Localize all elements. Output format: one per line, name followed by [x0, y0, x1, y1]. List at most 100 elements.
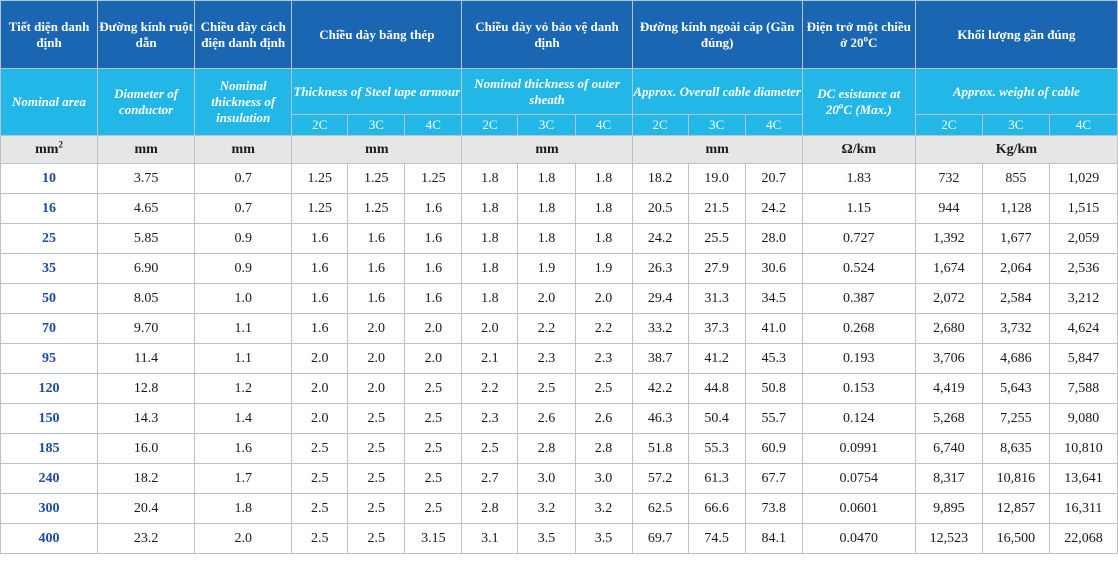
cell-conductor: 23.2 [97, 523, 196, 554]
core-label: 4C [744, 114, 803, 136]
cell-weight: 9,895 [914, 493, 983, 524]
cell-overall: 46.3 [631, 403, 689, 434]
cell-armour: 2.5 [404, 493, 463, 524]
cell-sheath: 1.8 [517, 223, 576, 254]
cell-sheath: 2.2 [574, 313, 633, 344]
cell-armour: 1.25 [291, 163, 349, 194]
cell-weight: 1,029 [1048, 163, 1118, 194]
cell-resistance: 0.0754 [801, 463, 916, 494]
cell-sheath: 2.0 [574, 283, 633, 314]
cell-armour: 1.25 [347, 163, 406, 194]
cell-insulation: 2.0 [194, 523, 293, 554]
cell-conductor: 14.3 [97, 403, 196, 434]
cell-weight: 7,588 [1048, 373, 1118, 404]
cell-armour: 2.5 [291, 523, 349, 554]
cell-sheath: 2.3 [517, 343, 576, 374]
unit-area: mm2 [0, 135, 99, 164]
cell-insulation: 1.6 [194, 433, 293, 464]
cell-armour: 2.5 [347, 493, 406, 524]
header-vn-insulation: Chiều dày cách điện danh định [194, 0, 293, 69]
cell-overall: 21.5 [687, 193, 746, 224]
cell-sheath: 2.0 [461, 313, 519, 344]
unit-conductor: mm [97, 135, 196, 164]
cell-overall: 55.7 [744, 403, 803, 434]
cell-weight: 3,212 [1048, 283, 1118, 314]
unit-weight: Kg/km [914, 135, 1118, 164]
cell-conductor: 12.8 [97, 373, 196, 404]
cell-insulation: 1.0 [194, 283, 293, 314]
cell-armour: 2.0 [404, 343, 463, 374]
table-row: 16 4.65 0.7 1.25 1.25 1.6 1.8 1.8 1.8 20… [0, 193, 1118, 224]
cell-overall: 38.7 [631, 343, 689, 374]
header-vn-sheath: Chiều dày vỏ bảo vệ danh định [461, 0, 633, 69]
cell-sheath: 1.9 [517, 253, 576, 284]
cell-sheath: 2.7 [461, 463, 519, 494]
cell-resistance: 0.387 [801, 283, 916, 314]
cell-weight: 4,419 [914, 373, 983, 404]
cell-weight: 4,624 [1048, 313, 1118, 344]
table-body: 10 3.75 0.7 1.25 1.25 1.25 1.8 1.8 1.8 1… [0, 163, 1118, 554]
cell-armour: 1.6 [291, 283, 349, 314]
table-row: 10 3.75 0.7 1.25 1.25 1.25 1.8 1.8 1.8 1… [0, 163, 1118, 194]
cell-overall: 50.8 [744, 373, 803, 404]
table-row: 95 11.4 1.1 2.0 2.0 2.0 2.1 2.3 2.3 38.7… [0, 343, 1118, 374]
cell-resistance: 0.153 [801, 373, 916, 404]
cell-area: 120 [0, 373, 99, 404]
cell-weight: 1,677 [981, 223, 1050, 254]
core-label: 2C [291, 114, 349, 136]
cell-overall: 51.8 [631, 433, 689, 464]
table-row: 240 18.2 1.7 2.5 2.5 2.5 2.7 3.0 3.0 57.… [0, 463, 1118, 494]
cell-overall: 74.5 [687, 523, 746, 554]
cell-armour: 2.0 [291, 403, 349, 434]
cell-weight: 7,255 [981, 403, 1050, 434]
header-vn-area: Tiết diện danh định [0, 0, 99, 69]
cell-sheath: 1.8 [574, 193, 633, 224]
cell-sheath: 2.6 [574, 403, 633, 434]
cell-armour: 2.0 [291, 373, 349, 404]
cell-overall: 45.3 [744, 343, 803, 374]
unit-armour: mm [291, 135, 463, 164]
cell-sheath: 2.2 [461, 373, 519, 404]
cell-overall: 62.5 [631, 493, 689, 524]
core-label: 2C [461, 114, 519, 136]
cell-armour: 2.5 [404, 463, 463, 494]
cell-weight: 1,392 [914, 223, 983, 254]
cell-overall: 41.0 [744, 313, 803, 344]
unit-overall: mm [631, 135, 803, 164]
table-row: 25 5.85 0.9 1.6 1.6 1.6 1.8 1.8 1.8 24.2… [0, 223, 1118, 254]
cell-armour: 2.5 [347, 403, 406, 434]
unit-sheath: mm [461, 135, 633, 164]
cell-sheath: 1.8 [461, 163, 519, 194]
header-vn-armour: Chiều dày băng thép [291, 0, 463, 69]
cell-area: 400 [0, 523, 99, 554]
cell-overall: 66.6 [687, 493, 746, 524]
cell-armour: 1.25 [347, 193, 406, 224]
cell-insulation: 1.1 [194, 343, 293, 374]
cell-sheath: 2.1 [461, 343, 519, 374]
cell-resistance: 0.193 [801, 343, 916, 374]
cell-resistance: 1.15 [801, 193, 916, 224]
cell-sheath: 3.0 [517, 463, 576, 494]
unit-insulation: mm [194, 135, 293, 164]
cell-area: 10 [0, 163, 99, 194]
table-row: 150 14.3 1.4 2.0 2.5 2.5 2.3 2.6 2.6 46.… [0, 403, 1118, 434]
cell-armour: 2.5 [291, 433, 349, 464]
cell-weight: 8,317 [914, 463, 983, 494]
cell-resistance: 0.0601 [801, 493, 916, 524]
cell-weight: 944 [914, 193, 983, 224]
cell-resistance: 0.0470 [801, 523, 916, 554]
cell-armour: 1.6 [404, 193, 463, 224]
cell-armour: 2.5 [404, 403, 463, 434]
cell-armour: 1.6 [404, 283, 463, 314]
cell-overall: 29.4 [631, 283, 689, 314]
cell-weight: 9,080 [1048, 403, 1118, 434]
core-label: 3C [981, 114, 1050, 136]
cell-armour: 2.5 [291, 463, 349, 494]
cell-armour: 1.6 [291, 313, 349, 344]
header-en-resistance-suffix: C (Max.) [843, 102, 892, 117]
cell-area: 70 [0, 313, 99, 344]
cell-weight: 3,732 [981, 313, 1050, 344]
cell-weight: 5,643 [981, 373, 1050, 404]
cell-overall: 31.3 [687, 283, 746, 314]
core-label: 3C [347, 114, 406, 136]
